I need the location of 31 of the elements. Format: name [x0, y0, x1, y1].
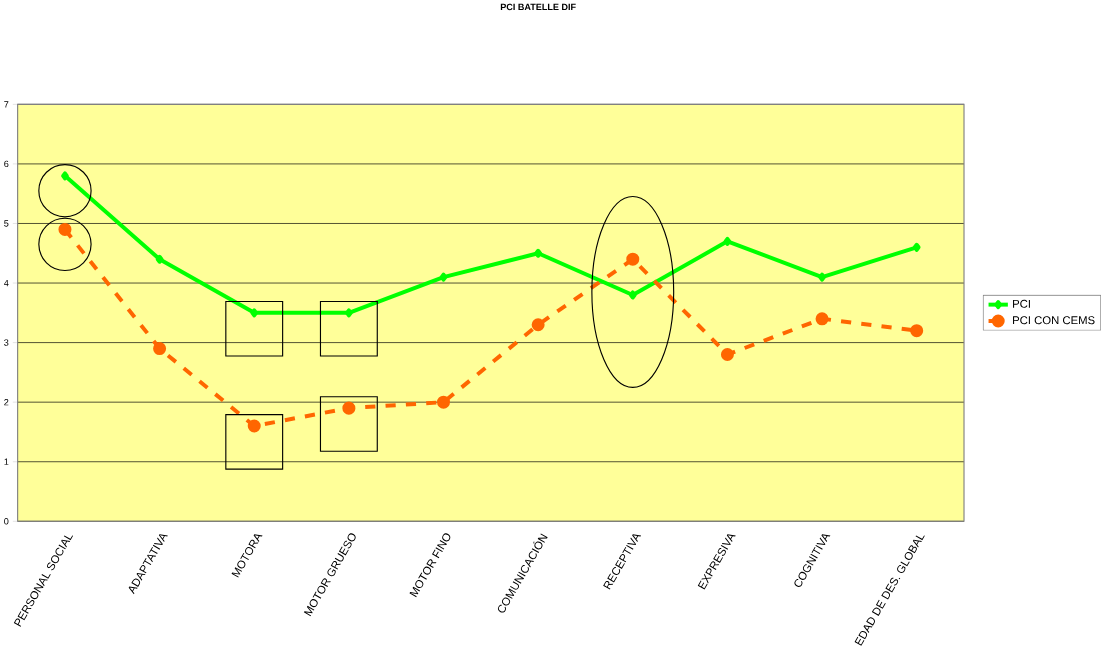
point [912, 242, 921, 252]
point [818, 272, 826, 282]
point [628, 290, 637, 300]
point [626, 252, 640, 266]
point [345, 308, 353, 318]
point [910, 324, 924, 338]
point [153, 342, 167, 356]
legend-label: PCI CON CEMS [1013, 316, 1095, 325]
point [437, 395, 451, 409]
point [58, 222, 72, 237]
point [61, 171, 69, 181]
point [720, 348, 734, 362]
point [815, 312, 829, 326]
point [534, 248, 542, 258]
y-tick-label: 7 [4, 101, 9, 108]
point [439, 272, 448, 282]
y-tick-label: 2 [4, 399, 9, 406]
point [342, 401, 356, 415]
point [247, 419, 261, 433]
y-tick-label: 5 [4, 220, 9, 227]
point [531, 318, 545, 332]
y-tick-label: 0 [4, 518, 9, 525]
y-tick-label: 6 [4, 160, 9, 168]
y-tick-label: 3 [4, 339, 9, 346]
y-tick-label: 1 [4, 458, 9, 465]
chart-title: PCI BATELLE DIF [500, 3, 576, 11]
y-tick-label: 4 [3, 279, 9, 287]
legend-label: PCI [1013, 299, 1030, 308]
point [155, 254, 164, 264]
point [250, 308, 259, 318]
point [723, 236, 732, 246]
